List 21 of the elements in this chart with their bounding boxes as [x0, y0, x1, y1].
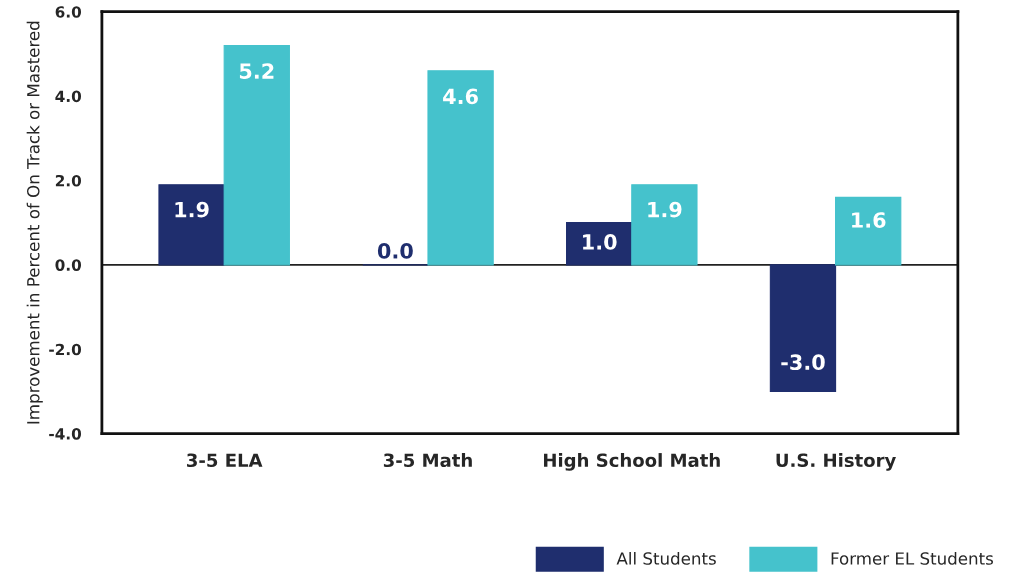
y-tick-label: 0.0: [55, 259, 82, 271]
data-label: 1.0: [583, 234, 617, 250]
y-tick-label: -4.0: [49, 428, 82, 440]
legend-label: Former EL Students: [831, 551, 993, 565]
data-label: 1.6: [852, 212, 886, 228]
data-label: -3.0: [781, 354, 825, 371]
y-tick-label: 4.0: [55, 90, 82, 103]
data-label: 1.9: [648, 201, 682, 218]
x-tick-label: 3-5 ELA: [187, 453, 263, 468]
data-label: 4.6: [443, 88, 478, 105]
data-label: 5.2: [239, 63, 274, 79]
data-label: 1.9: [175, 201, 209, 218]
y-tick-label: 6.0: [55, 6, 82, 18]
y-tick-label: -2.0: [49, 343, 82, 356]
x-tick-label: 3-5 Math: [383, 453, 472, 468]
y-axis-title: Improvement in Percent of On Track or Mastered: [26, 21, 43, 424]
y-tick-label: 2.0: [55, 174, 82, 187]
legend-label: All Students: [616, 551, 716, 565]
data-label: 0.0: [377, 242, 413, 259]
x-tick-label: High School Math: [544, 453, 720, 471]
x-tick-label: U.S. History: [776, 453, 896, 471]
